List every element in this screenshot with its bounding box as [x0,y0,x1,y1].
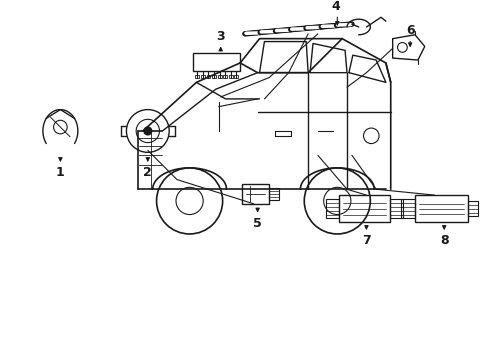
Bar [195,75,199,78]
Text: 2: 2 [143,166,152,179]
Bar [468,201,477,216]
Bar [201,75,204,78]
Bar [414,195,468,222]
Bar [401,199,414,219]
Bar [234,75,238,78]
Text: 7: 7 [361,234,370,247]
Bar [212,75,216,78]
Bar [339,195,389,222]
Bar [325,199,339,219]
Bar [269,188,279,200]
Bar [206,75,210,78]
Text: 6: 6 [405,24,414,37]
Text: 8: 8 [439,234,447,247]
Text: 4: 4 [330,0,339,13]
Circle shape [143,127,151,135]
Text: 5: 5 [253,217,262,230]
Bar [242,184,269,204]
Bar [223,75,226,78]
Text: 1: 1 [56,166,64,179]
Bar [193,53,240,71]
Text: 3: 3 [216,30,224,43]
Bar [389,199,403,219]
Bar [217,75,221,78]
Bar [228,75,232,78]
